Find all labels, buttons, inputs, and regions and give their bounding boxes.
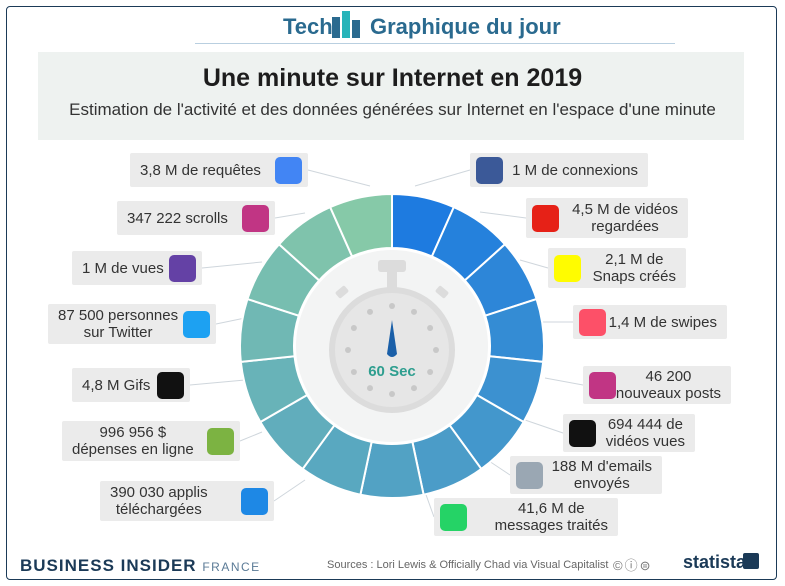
chart-title: Une minute sur Internet en 2019 [202,64,583,92]
footer-statista: statista [683,552,747,572]
stat-label: 347 222 scrolls [117,201,275,235]
facebook-icon [476,156,503,184]
stat-label: 1,4 M de swipes [573,305,727,339]
stat-label: 1 M de connexions [470,153,648,187]
ring-segment [328,192,393,258]
whatsapp-messenger-icon [440,503,467,531]
stat-label-text: 694 444 de vidéos vues [605,416,685,450]
statista-mark-icon [743,553,759,569]
leader-line [414,169,471,187]
giphy-icon [157,371,184,399]
stat-label: 41,6 M de messages traités [434,498,618,536]
stat-label-text: 347 222 scrolls [127,209,228,227]
leader-line [479,211,527,219]
leader-line [307,169,371,187]
leader-line [239,431,263,442]
stat-label: 694 444 de vidéos vues [563,414,695,452]
instagram-icon [242,204,269,232]
leader-line [215,317,246,325]
footer-brand-name: BUSINESS INSIDER [20,556,197,575]
chart-subtitle: Estimation de l'activité et des données … [69,100,716,119]
stat-label-text: 87 500 personnes sur Twitter [58,307,179,341]
footer-brand: BUSINESS INSIDER FRANCE [20,556,261,576]
stat-label-text: 390 030 applis téléchargées [110,484,208,518]
snapchat-icon [554,254,581,282]
instagram-icon [589,371,616,399]
stat-label-text: 3,8 M de requêtes [140,161,261,179]
header-graphique: Graphique du jour [370,14,561,39]
leader-line [273,479,306,502]
youtube-icon [532,204,559,232]
stat-label: 4,5 M de vidéos regardées [526,198,688,238]
stat-label-text: 1 M de vues [82,259,164,277]
stat-label-text: 2,1 M de Snaps créés [592,251,676,285]
center-label: 60 Sec [368,363,416,380]
stat-label-text: 996 956 $ dépenses en ligne [72,424,194,458]
title-band [38,52,744,140]
leader-line [274,212,306,219]
footer-brand-suffix: FRANCE [202,560,261,574]
frame-border [6,6,777,580]
footer-license-icons: ©ⓘ⊜ [613,558,653,573]
stat-label: 1 M de vues [72,251,202,285]
stat-label-text: 1,4 M de swipes [608,313,717,331]
stat-label: 87 500 personnes sur Twitter [48,304,216,344]
money-bag-icon [207,427,234,455]
leader-line [189,379,246,386]
header-tech: Tech [283,14,333,39]
footer-source: Sources : Lori Lewis & Officially Chad v… [327,559,609,571]
stat-label-text: 1 M de connexions [512,161,638,179]
stat-label: 3,8 M de requêtes [130,153,308,187]
google-icon [275,156,302,184]
leader-line [201,261,263,269]
email-icon [516,461,543,489]
stat-label: 188 M d'emails envoyés [510,456,662,494]
leader-line [544,377,584,386]
stat-label: 2,1 M de Snaps créés [548,248,686,288]
twitch-icon [169,254,196,282]
statista-logo-icon [332,11,360,38]
netflix-icon [569,419,596,447]
header-divider [195,43,675,44]
app-store-icon [241,487,268,515]
stat-label: 4,8 M Gifs [72,368,190,402]
stat-label: 46 200 nouveaux posts [583,366,731,404]
stat-label-text: 188 M d'emails envoyés [551,458,652,492]
stat-label-text: 46 200 nouveaux posts [615,368,721,402]
stat-label-text: 41,6 M de messages traités [494,500,608,534]
stat-label-text: 4,8 M Gifs [82,376,151,394]
leader-line [519,259,549,269]
tinder-icon [579,308,606,336]
stopwatch-icon [329,260,455,413]
stat-label-text: 4,5 M de vidéos regardées [572,201,678,235]
stat-label: 390 030 applis téléchargées [100,481,274,521]
leader-line [524,419,564,434]
stat-label: 996 956 $ dépenses en ligne [62,421,240,461]
twitter-icon [183,310,210,338]
